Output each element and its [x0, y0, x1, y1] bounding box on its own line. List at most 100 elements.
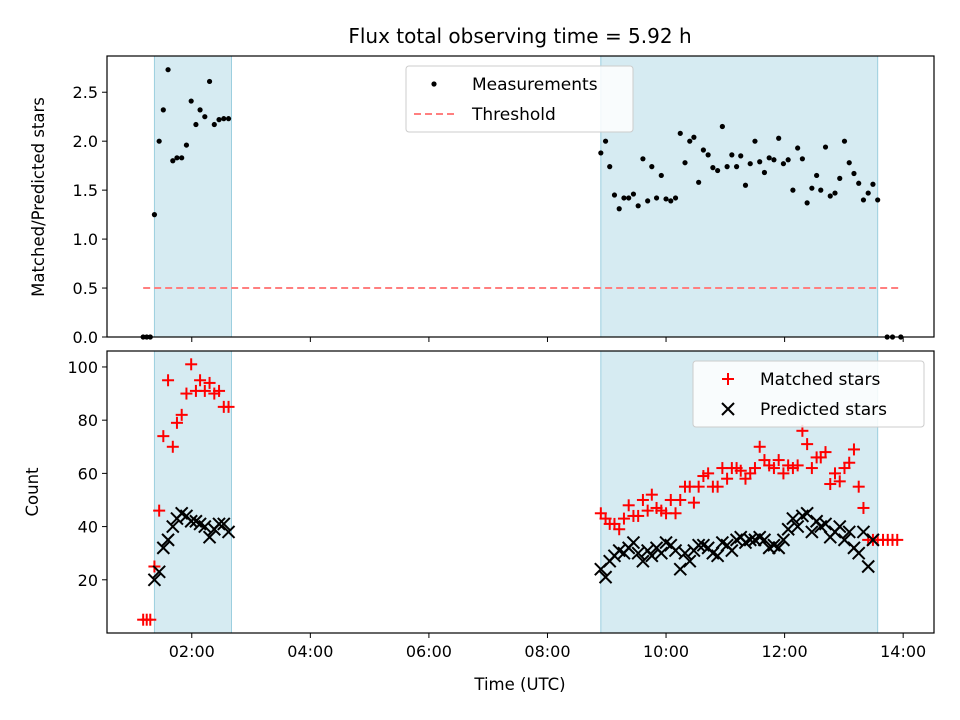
measurement-point	[724, 164, 730, 170]
matched-point	[852, 480, 865, 493]
x-tick-label: 14:00	[880, 642, 926, 661]
matched-point	[203, 376, 216, 389]
matched-point	[824, 478, 837, 491]
predicted-point	[691, 538, 706, 552]
measurement-point	[216, 117, 222, 123]
predicted-point	[156, 541, 171, 555]
matched-point	[222, 400, 235, 413]
legend-predicted-label: Predicted stars	[760, 400, 887, 420]
x-axis-label: Time (UTC)	[473, 675, 565, 694]
measurement-point	[165, 67, 171, 73]
predicted-point	[152, 565, 166, 579]
matched-point	[772, 454, 785, 467]
observing-window-2	[600, 55, 879, 338]
measurement-point	[733, 164, 740, 170]
measurement-point	[206, 78, 213, 85]
predicted-point	[861, 559, 875, 574]
y-tick-label: 100	[67, 358, 98, 377]
measurement-point	[729, 152, 735, 158]
y-tick-label: 2.0	[73, 132, 98, 151]
chart-title: Flux total observing time = 5.92 h	[348, 24, 691, 48]
measurement-point	[752, 138, 758, 144]
predicted-point	[636, 554, 650, 568]
measurement-point	[202, 114, 208, 120]
x-tick-label: 10:00	[643, 642, 689, 661]
measurement-point	[841, 138, 848, 144]
measurement-point	[761, 169, 768, 176]
matched-point	[711, 480, 724, 493]
count-panel-frame	[106, 350, 935, 634]
measurement-point	[757, 159, 763, 165]
matched-point	[162, 374, 175, 387]
measurement-point	[814, 172, 820, 179]
measurement-point	[790, 187, 796, 193]
measurement-point	[738, 153, 744, 159]
matched-point	[213, 384, 226, 397]
measurement-point	[174, 155, 180, 161]
matched-point	[153, 504, 166, 517]
measurement-point	[860, 197, 867, 203]
measurement-point	[197, 107, 203, 113]
matched-point	[805, 462, 818, 475]
measurement-point	[799, 156, 805, 162]
ratio-x-ticks	[191, 337, 904, 342]
legend-predicted-marker	[721, 402, 735, 416]
predicted-point	[221, 525, 236, 539]
matched-point	[843, 456, 856, 469]
predicted-point	[743, 533, 757, 547]
legend-measurements-label: Measurements	[472, 75, 598, 95]
matched-point	[674, 493, 687, 506]
observing-window-1	[153, 55, 232, 338]
predicted-point	[757, 533, 772, 547]
predicted-point	[184, 514, 198, 528]
measurement-point	[183, 142, 190, 148]
predicted-point	[786, 511, 800, 526]
measurement-point	[780, 161, 787, 167]
ratio-y-axis-label: Matched/Predicted stars	[29, 97, 48, 297]
y-tick-label: 0.5	[73, 279, 98, 298]
ratio-y-axis: 0.0 0.5 1.0 1.5 2.0 2.5	[73, 83, 107, 347]
measurement-point	[851, 170, 857, 177]
predicted-point	[842, 525, 856, 539]
matched-point	[144, 613, 157, 626]
count-x-axis: 02:00 04:00 06:00 08:00 10:00 12:00 14:00	[169, 633, 926, 661]
measurement-point	[832, 190, 838, 196]
measurement-point	[225, 116, 232, 122]
measurement-point	[719, 123, 725, 130]
matched-point	[622, 499, 635, 512]
measurement-point	[827, 193, 833, 199]
matched-point	[617, 512, 630, 525]
measurement-point	[211, 121, 217, 128]
measurement-point	[653, 195, 660, 201]
matched-point	[721, 472, 734, 485]
measurement-point	[607, 164, 613, 170]
y-tick-label: 20	[78, 571, 98, 590]
y-tick-label: 1.5	[73, 181, 98, 200]
measurement-point	[865, 190, 871, 196]
count-points	[137, 358, 904, 626]
measurement-point	[672, 195, 679, 201]
count-legend: Matched stars Predicted stars	[692, 360, 925, 428]
y-tick-label: 0.0	[73, 328, 98, 347]
predicted-point	[668, 543, 683, 558]
measurement-point	[809, 185, 815, 191]
measurement-point	[221, 116, 227, 122]
measurement-point	[715, 167, 721, 174]
predicted-point	[598, 570, 613, 584]
measurement-point	[795, 145, 801, 151]
measurement-point	[630, 191, 637, 197]
predicted-point	[673, 562, 687, 576]
y-tick-label: 2.5	[73, 83, 98, 102]
matched-point	[645, 488, 658, 501]
count-panel: 20 40 60 80 100 02:00 04:00 06:00 08:00 10:00 12:…	[23, 350, 935, 694]
measurement-point	[700, 147, 706, 153]
predicted-point	[202, 530, 217, 544]
measurement-point	[621, 195, 627, 201]
matched-point	[180, 387, 193, 400]
measurement-point	[663, 196, 669, 202]
matched-point	[613, 523, 626, 536]
legend-measurements-marker	[431, 81, 437, 87]
matched-point	[198, 384, 211, 397]
ratio-panel: 0.0 0.5 1.0 1.5 2.0 2.5 Matched/Predicted sta…	[29, 55, 935, 347]
